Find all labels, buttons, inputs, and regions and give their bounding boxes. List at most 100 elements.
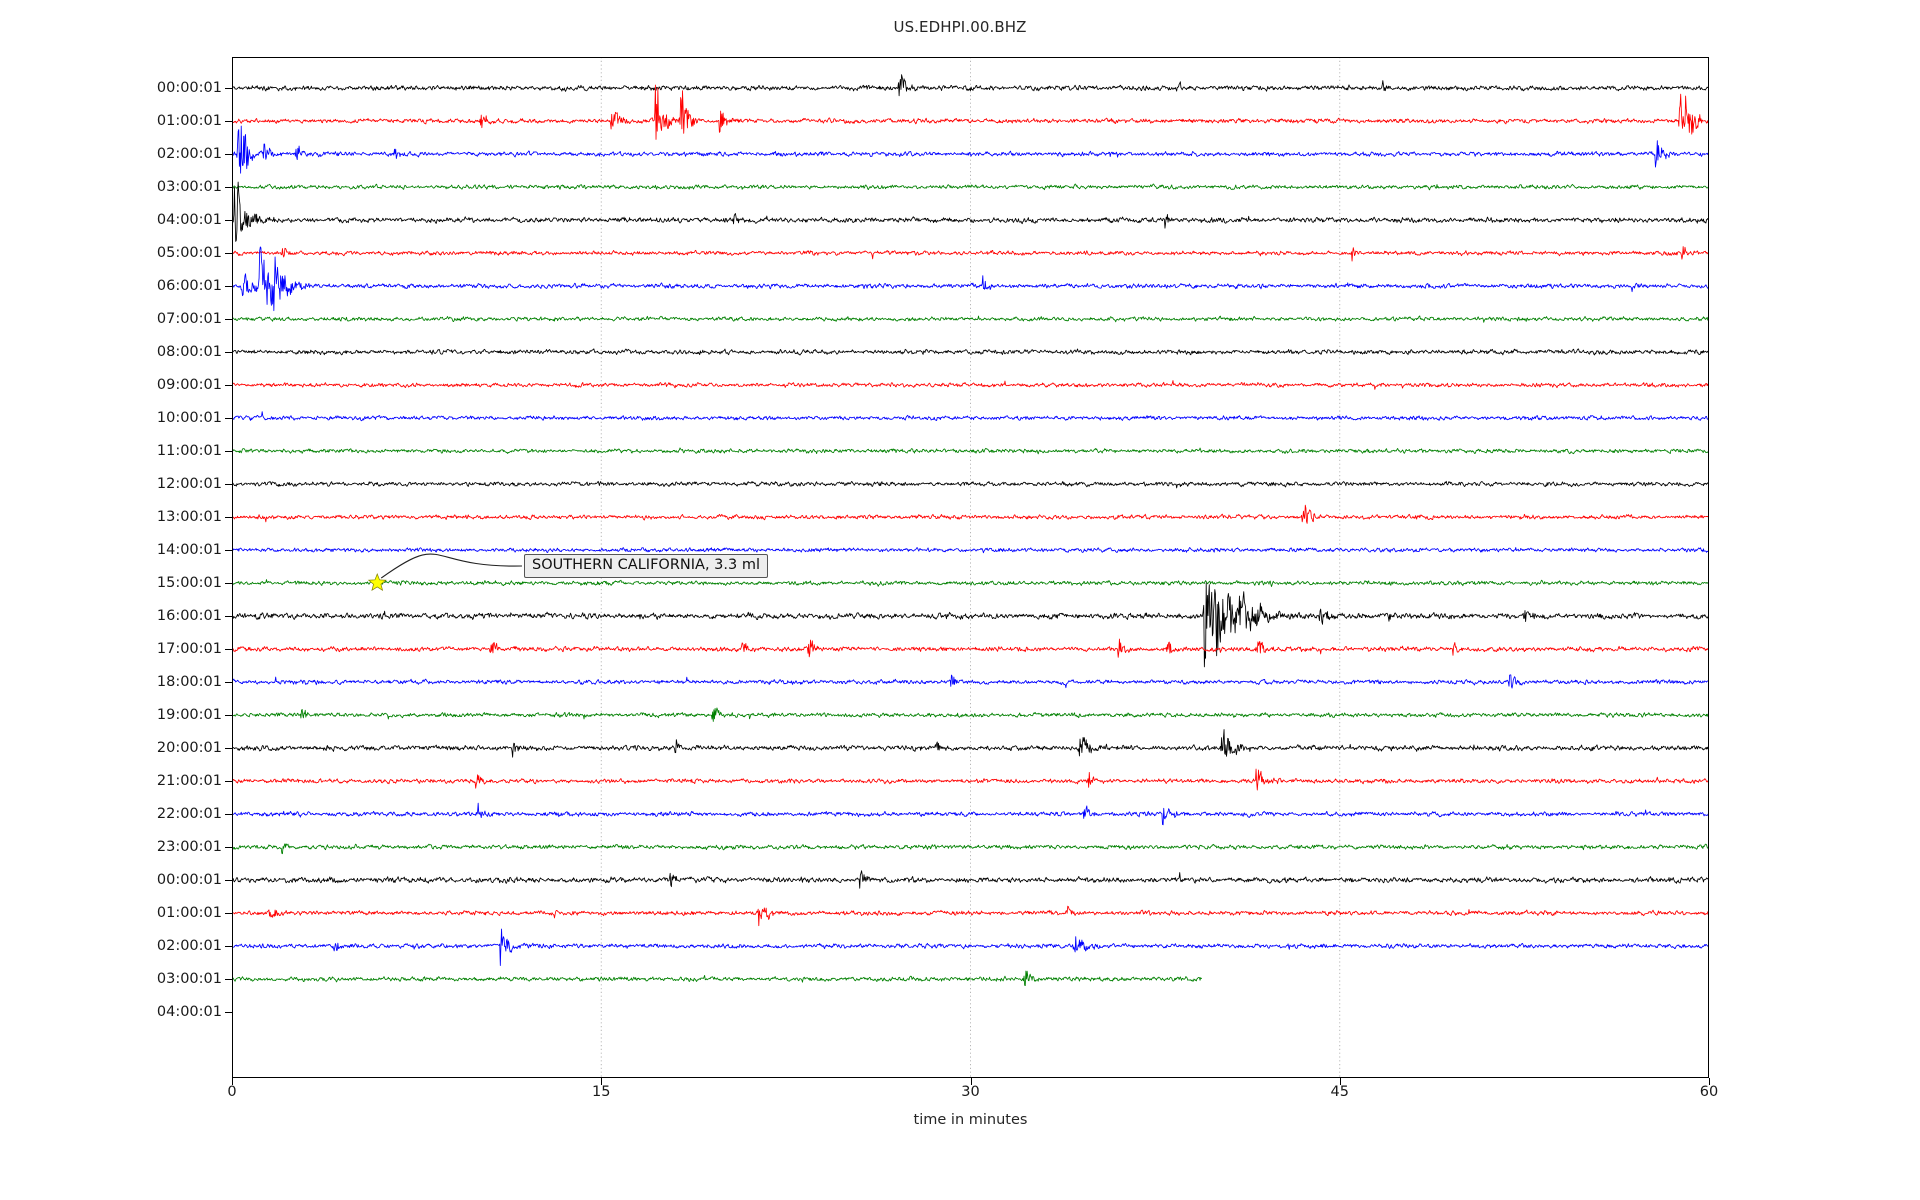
y-axis-tick-mark: [225, 550, 233, 551]
y-axis-tick-label: 04:00:01: [156, 1004, 222, 1020]
y-axis-tick-mark: [225, 880, 233, 881]
y-axis-tick-mark: [225, 583, 233, 584]
waveform-trace: [232, 447, 1709, 455]
waveform-trace: [232, 707, 1709, 722]
waveform-trace: [232, 547, 1709, 554]
y-axis-tick-mark: [225, 451, 233, 452]
x-axis-tick-mark: [1709, 1078, 1710, 1085]
waveform-trace: [232, 638, 1709, 658]
y-axis-tick-mark: [225, 814, 233, 815]
y-axis-tick-label: 10:00:01: [156, 410, 222, 426]
y-axis-tick-mark: [225, 1012, 233, 1013]
waveform-trace: [232, 843, 1709, 855]
page-title: US.EDHPI.00.BHZ: [893, 18, 1027, 36]
y-axis-tick-mark: [225, 682, 233, 683]
y-axis-tick-label: 22:00:01: [156, 806, 222, 822]
y-axis-tick-label: 03:00:01: [156, 179, 222, 195]
y-axis-tick-mark: [225, 385, 233, 386]
waveform-trace: [232, 348, 1709, 356]
y-axis-tick-label: 00:00:01: [156, 80, 222, 96]
waveform-trace: [232, 84, 1709, 140]
x-axis-tick-label: 0: [227, 1084, 237, 1100]
y-axis-tick-label: 17:00:01: [156, 641, 222, 657]
y-axis-tick-label: 04:00:01: [156, 212, 222, 228]
waveform-trace: [232, 768, 1709, 791]
x-axis-tick-label: 15: [592, 1084, 611, 1100]
y-axis-tick-label: 16:00:01: [156, 608, 222, 624]
y-axis-tick-label: 07:00:01: [156, 311, 222, 327]
y-axis-tick-mark: [225, 979, 233, 980]
y-axis-tick-label: 19:00:01: [156, 707, 222, 723]
y-axis-tick-mark: [225, 649, 233, 650]
waveform-trace: [232, 181, 1709, 242]
x-axis-tick-labels: 0 15 30 45 60: [227, 1084, 1718, 1110]
y-axis-tick-mark: [225, 616, 233, 617]
y-axis-tick-label: 08:00:01: [156, 344, 222, 360]
y-axis-tick-mark: [225, 913, 233, 914]
waveform-trace: [232, 74, 1709, 97]
x-axis-tick-mark: [232, 1078, 233, 1085]
waveform-trace: [232, 380, 1709, 390]
y-axis-tick-mark: [225, 484, 233, 485]
waveform-trace: [232, 928, 1709, 966]
waveform-trace: [232, 674, 1709, 689]
y-axis-tick-mark: [225, 715, 233, 716]
x-axis-tick-mark: [1339, 1078, 1341, 1085]
y-axis-tick-mark: [225, 121, 233, 122]
y-axis-tick-label: 14:00:01: [156, 542, 222, 558]
y-axis-tick-label: 18:00:01: [156, 674, 222, 690]
waveform-trace: [232, 905, 1709, 927]
earthquake-annotation-label: SOUTHERN CALIFORNIA, 3.3 ml: [524, 554, 768, 579]
waveform-traces: [232, 57, 1709, 1078]
y-axis-tick-label: 01:00:01: [156, 905, 222, 921]
y-axis-tick-label: 06:00:01: [156, 278, 222, 294]
waveform-trace: [232, 125, 1709, 174]
y-axis-tick-labels: 00:00:01 01:00:01 02:00:01 03:00:01 04:00:01…: [0, 57, 222, 1078]
waveform-trace: [232, 183, 1709, 191]
x-axis-tick-label: 60: [1699, 1084, 1719, 1100]
y-axis-tick-label: 05:00:01: [156, 245, 222, 261]
y-axis-tick-mark: [225, 220, 233, 221]
y-axis-tick-mark: [225, 418, 233, 419]
y-axis-tick-label: 13:00:01: [156, 509, 222, 525]
y-axis-tick-mark: [225, 154, 233, 155]
y-axis-tick-mark: [225, 187, 233, 188]
waveform-trace: [232, 246, 1709, 312]
x-axis-tick-mark: [601, 1078, 603, 1085]
y-axis-tick-mark: [225, 748, 233, 749]
y-axis-tick-label: 09:00:01: [156, 377, 222, 393]
waveform-trace: [232, 480, 1709, 489]
waveform-trace: [232, 411, 1709, 422]
plot-area: [232, 57, 1709, 1078]
waveform-trace: [232, 577, 1709, 587]
waveform-trace: [232, 870, 1709, 889]
waveform-trace: [232, 504, 1709, 524]
y-axis-tick-mark: [225, 352, 233, 353]
y-axis-tick-mark: [225, 946, 233, 947]
y-axis-tick-label: 11:00:01: [156, 443, 222, 459]
waveform-trace: [232, 246, 1709, 262]
y-axis-tick-mark: [225, 253, 233, 254]
x-axis-tick-mark: [970, 1078, 972, 1085]
waveform-trace: [232, 729, 1709, 758]
x-axis-tick-label: 30: [961, 1084, 980, 1100]
y-axis-tick-mark: [225, 319, 233, 320]
y-axis-tick-label: 01:00:01: [156, 113, 222, 129]
waveform-trace: [232, 315, 1709, 323]
waveform-trace: [232, 970, 1202, 987]
y-axis-tick-label: 21:00:01: [156, 773, 222, 789]
y-axis-tick-mark: [225, 847, 233, 848]
y-axis-tick-label: 02:00:01: [156, 146, 222, 162]
y-axis-tick-label: 03:00:01: [156, 971, 222, 987]
x-axis-label: time in minutes: [913, 1112, 1028, 1128]
waveform-trace: [232, 802, 1709, 826]
y-axis-tick-mark: [225, 781, 233, 782]
y-axis-tick-mark: [225, 88, 233, 89]
y-axis-tick-label: 23:00:01: [156, 839, 222, 855]
y-axis-tick-label: 20:00:01: [156, 740, 222, 756]
y-axis-tick-mark: [225, 517, 233, 518]
y-axis-tick-label: 12:00:01: [156, 476, 222, 492]
waveform-trace: [232, 582, 1709, 668]
y-axis-tick-mark: [225, 286, 233, 287]
